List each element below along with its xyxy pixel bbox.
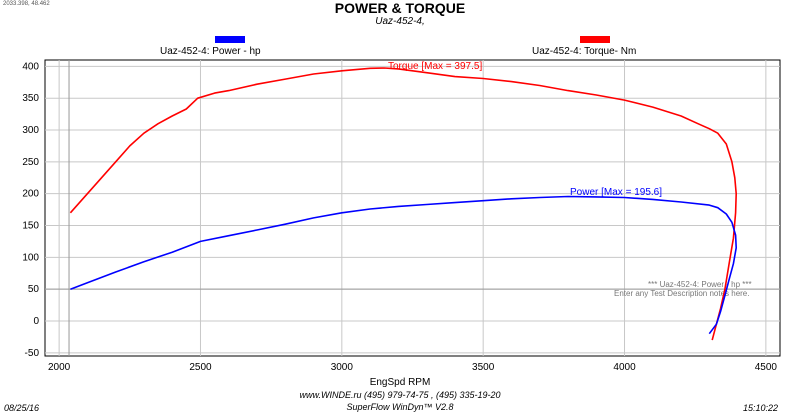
- test-note-line1: *** Uaz-452-4: Power - hp ***: [648, 280, 752, 289]
- x-tick-label: 3500: [472, 362, 495, 373]
- y-tick-label: 0: [33, 316, 39, 327]
- chart-subtitle: Uaz-452-4,: [375, 16, 425, 27]
- torque-legend-label: Uaz-452-4: Torque- Nm: [532, 46, 637, 57]
- footer-time: 15:10:22: [742, 403, 778, 413]
- grid-layer: [45, 60, 780, 356]
- torque-max-annotation: Torque [Max = 397.5]: [388, 61, 482, 72]
- power-legend-label: Uaz-452-4: Power - hp: [160, 46, 261, 57]
- y-tick-label: -50: [25, 348, 40, 359]
- power-curve: [70, 195, 737, 335]
- y-tick-label: 400: [22, 61, 39, 72]
- y-tick-label: 350: [22, 93, 39, 104]
- x-tick-label: 2000: [48, 362, 71, 373]
- chart-title: POWER & TORQUE: [334, 0, 466, 16]
- footer-contact: www.WINDE.ru (495) 979-74-75 , (495) 335…: [299, 390, 501, 400]
- tick-labels: 2000 2500 3000 3500 4000 4500 -50 0 50 100 150 200 2…: [22, 61, 777, 373]
- footer-software: SuperFlow WinDyn™ V2.8: [346, 402, 454, 412]
- power-legend-swatch: [215, 36, 245, 43]
- y-tick-label: 100: [22, 252, 39, 263]
- y-tick-label: 200: [22, 189, 39, 200]
- y-tick-label: 150: [22, 221, 39, 232]
- torque-curve: [69, 67, 737, 341]
- plot-frame: [44, 59, 781, 357]
- x-tick-label: 3000: [331, 362, 354, 373]
- y-tick-label: 50: [28, 284, 40, 295]
- torque-legend-swatch: [580, 36, 610, 43]
- footer-date: 08/25/16: [4, 403, 40, 413]
- series-layer: [69, 67, 737, 341]
- x-tick-label: 4000: [613, 362, 636, 373]
- x-tick-label: 4500: [755, 362, 778, 373]
- y-tick-label: 300: [22, 125, 39, 136]
- power-max-annotation: Power [Max = 195.6]: [570, 187, 662, 198]
- x-axis-label: EngSpd RPM: [369, 377, 431, 388]
- coordinate-readout: 2033.398, 48.462: [3, 1, 50, 7]
- x-tick-label: 2500: [189, 362, 212, 373]
- test-note-line2: Enter any Test Description notes here.: [614, 289, 749, 298]
- y-tick-label: 250: [22, 157, 39, 168]
